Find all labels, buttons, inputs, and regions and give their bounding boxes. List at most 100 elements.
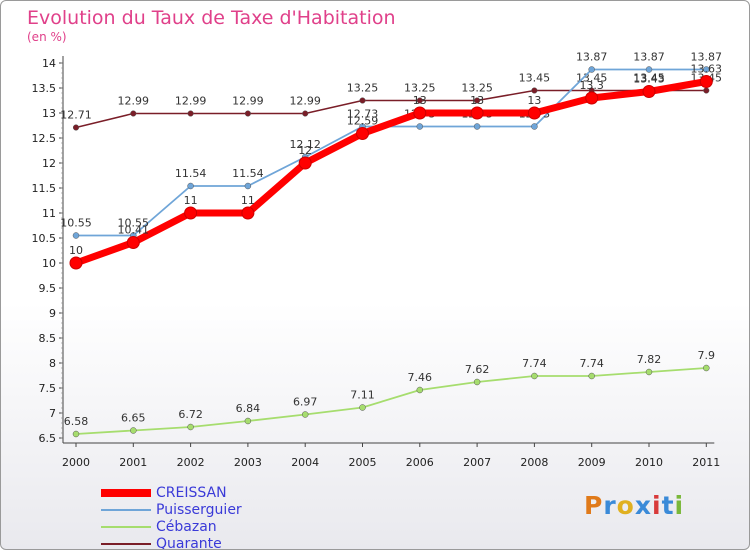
data-point [184,206,198,220]
data-label: 10.55 [118,217,150,230]
data-label: 12.99 [118,95,150,108]
data-point [187,423,194,431]
x-tick-label: 2008 [520,456,548,469]
data-label: 13.87 [576,51,608,64]
data-point [470,106,484,120]
legend-item: Cébazan [101,519,401,536]
legend-label: Puisserguier [156,502,242,518]
data-point [72,232,80,239]
data-point [244,417,252,425]
data-label: 13.43 [633,73,665,86]
data-point [473,378,481,386]
y-tick-label: 11.5 [32,182,57,195]
data-point [531,123,538,130]
data-point [356,127,369,140]
data-label: 11.54 [232,167,264,180]
data-label: 6.72 [178,408,203,421]
data-label: 12.99 [289,95,321,108]
data-point [298,156,312,170]
series-line [72,78,710,267]
x-tick-label: 2006 [406,456,434,469]
y-tick-label: 9.5 [39,282,57,295]
series-line [75,89,708,129]
data-point [302,110,309,117]
x-tick-label: 2009 [578,456,606,469]
x-tick-label: 2002 [177,456,205,469]
data-point [703,87,710,94]
x-tick-label: 2005 [349,456,377,469]
data-label: 7.74 [579,357,604,370]
series-creissan: 10 10.41 11 11 12 12.59 13 13 13 13.3 13.43 13.63 [69,63,722,270]
series-quarante: 12.71 12.99 12.99 12.99 12.99 13.25 13.25 13.25… [60,72,722,131]
data-label: 12.59 [347,115,379,128]
series-c-bazan: 6.58 6.65 6.72 6.84 6.97 7.11 7.46 7.62 7.74 7.74… [64,349,715,438]
legend-swatch [101,543,151,545]
data-point [474,97,481,104]
y-tick-label: 8.5 [39,332,57,345]
y-tick-label: 9 [49,307,56,320]
data-label: 12.99 [175,95,207,108]
y-tick-label: 13 [42,107,56,120]
data-point [413,106,427,120]
legend-label: Quarante [156,536,222,550]
legend-item: CREISSAN [101,485,401,502]
data-label: 12.73 [347,108,379,121]
data-label: 13 [527,94,541,107]
series-line [75,367,708,435]
data-label: 7.46 [408,371,433,384]
data-label: 13 [470,94,484,107]
x-tick-label: 2010 [635,456,663,469]
data-point [72,124,80,131]
data-point [699,75,713,88]
data-label: 13.45 [519,72,551,85]
x-tick-label: 2000 [62,456,90,469]
data-label: 11 [241,194,255,207]
data-point [126,236,140,249]
data-point [703,364,710,372]
data-label: 12.71 [60,109,92,122]
data-label: 12.99 [232,95,264,108]
x-tick-label: 2001 [119,456,147,469]
data-point [588,66,595,73]
data-label: 13.25 [347,82,379,95]
y-tick-label: 12.5 [32,132,57,145]
y-tick-label: 8 [49,357,56,370]
y-tick-label: 7 [49,407,56,420]
proxiti-logo: Proxiti [584,491,685,520]
x-tick-label: 2011 [692,456,720,469]
x-tick-label: 2007 [463,456,491,469]
y-tick-label: 7.5 [39,382,57,395]
data-label: 10.55 [60,217,92,230]
data-point [301,411,309,418]
data-point [531,372,538,380]
data-label: 11.54 [175,167,207,180]
data-label: 10.41 [118,224,150,237]
data-point [645,368,653,376]
data-point [703,66,710,73]
y-tick-label: 6.5 [39,432,57,445]
data-label: 13.45 [576,72,608,85]
data-point [645,66,653,73]
data-point [527,106,541,120]
data-point [416,97,423,104]
data-label: 7.82 [637,353,662,366]
data-label: 13.25 [404,82,436,95]
data-label: 6.97 [293,396,318,409]
data-label: 13.45 [633,72,665,85]
legend-swatch [101,526,151,528]
data-point [359,97,366,104]
x-tick-label: 2003 [234,456,262,469]
legend-item: Puisserguier [101,502,401,519]
chart-title: Evolution du Taux de Taxe d'Habitation [27,7,396,29]
data-point [642,85,656,98]
data-point [69,256,83,270]
data-point [130,110,137,117]
data-point [72,430,80,438]
data-point [585,91,599,105]
legend-item: Quarante [101,536,401,550]
y-tick-label: 14 [42,57,56,70]
data-label: 13.87 [633,51,665,64]
data-label: 13.63 [691,63,723,76]
data-point [244,182,252,190]
